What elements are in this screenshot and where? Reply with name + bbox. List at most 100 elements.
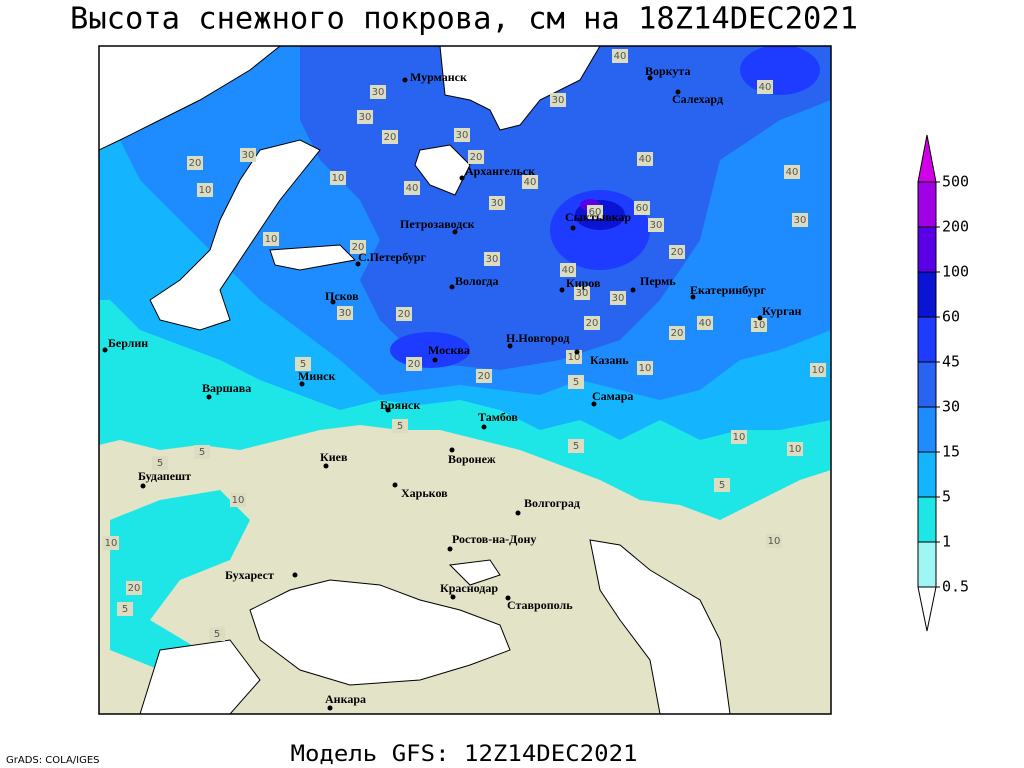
- colorbar-label: 500: [942, 173, 969, 191]
- city-dot: [323, 463, 329, 469]
- contour-label: 20: [671, 247, 684, 258]
- contour-label: 5: [300, 359, 306, 370]
- contour-label: 40: [759, 82, 772, 93]
- sea: [269, 244, 357, 271]
- city-label: Будапешт: [138, 469, 191, 483]
- contour-label-box: [152, 456, 168, 470]
- sea: [589, 539, 731, 714]
- colorbar-label: 5: [942, 488, 951, 506]
- colorbar-segment: [917, 496, 937, 543]
- city-label: Бухарест: [225, 568, 274, 582]
- contour-label: 10: [733, 432, 746, 443]
- contour-label: 20: [586, 318, 599, 329]
- city-label: Пермь: [640, 274, 676, 288]
- city-dot: [355, 261, 361, 267]
- city-dot: [392, 482, 398, 488]
- city-label: Вологда: [455, 274, 499, 288]
- colorbar-label: 45: [942, 353, 960, 371]
- contour-label: 20: [671, 328, 684, 339]
- colorbar-segment: [917, 361, 937, 408]
- contour-label: 10: [332, 173, 345, 184]
- contour-label-box: [187, 156, 203, 170]
- city-label: Воронеж: [448, 452, 496, 466]
- contour-label-box: [209, 627, 225, 641]
- city-dot: [385, 407, 391, 413]
- city-dot: [102, 347, 108, 353]
- contour-label-box: [574, 286, 590, 300]
- contour-label: 10: [639, 363, 652, 374]
- city-dot: [449, 447, 455, 453]
- city-dot: [447, 546, 453, 552]
- contour-label-box: [476, 369, 492, 383]
- city-label: Екатеринбург: [690, 283, 766, 297]
- city-dot: [452, 229, 458, 235]
- city-dot: [647, 75, 653, 81]
- city-label: Москва: [428, 343, 470, 357]
- contour-label-box: [522, 175, 538, 189]
- contour-label: 5: [397, 421, 403, 432]
- contour-label: 10: [789, 444, 802, 455]
- contour-label-box: [669, 326, 685, 340]
- contour-label: 30: [359, 112, 372, 123]
- city-dot: [459, 175, 465, 181]
- contour-label: 30: [242, 150, 255, 161]
- contour-label: 10: [812, 365, 825, 376]
- contour-label-box: [714, 478, 730, 492]
- contour-label-box: [489, 196, 505, 210]
- contour-label: 20: [384, 132, 397, 143]
- contour-label-box: [404, 181, 420, 195]
- city-label: Сыктывкар: [565, 210, 631, 224]
- city-label: Салехард: [672, 92, 723, 106]
- city-dot: [402, 77, 408, 83]
- contour-label: 5: [122, 604, 128, 615]
- contour-label: 10: [232, 495, 245, 506]
- contour-label: 30: [456, 130, 469, 141]
- contour-label: 40: [699, 318, 712, 329]
- city-label: Курган: [762, 304, 802, 318]
- city-label: Берлин: [108, 336, 148, 350]
- contour-label-box: [126, 581, 142, 595]
- contour-label-box: [568, 375, 584, 389]
- city-dot: [591, 401, 597, 407]
- city-dot: [630, 287, 636, 293]
- sea: [139, 639, 261, 714]
- contour-label-box: [568, 439, 584, 453]
- city-label: Тамбов: [478, 410, 518, 424]
- snow-area: [110, 490, 250, 670]
- contour-label-box: [406, 357, 422, 371]
- footer: Модель GFS: 12Z14DEC2021: [291, 742, 638, 767]
- contour-label: 60: [636, 203, 649, 214]
- contour-label: 30: [372, 87, 385, 98]
- contour-label: 10: [753, 320, 766, 331]
- credit: GrADS: COLA/IGES: [6, 755, 100, 766]
- city-label: Киев: [320, 450, 348, 464]
- city-label: Брянск: [380, 398, 420, 412]
- contour-label-box: [637, 152, 653, 166]
- city-label: Казань: [590, 353, 629, 367]
- city-dot: [574, 349, 580, 355]
- contour-label: 30: [552, 95, 565, 106]
- colorbar-label: 0.5: [942, 578, 969, 596]
- contour-label-box: [584, 316, 600, 330]
- contour-label-box: [468, 150, 484, 164]
- contour-label: 10: [568, 352, 581, 363]
- contour-label: 20: [478, 371, 491, 382]
- city-dot: [690, 294, 696, 300]
- sea: [448, 559, 501, 586]
- city-dot: [481, 424, 487, 430]
- contour-label-box: [550, 93, 566, 107]
- contour-label: 5: [573, 377, 579, 388]
- city-label: Минск: [298, 369, 335, 383]
- city-dot: [206, 394, 212, 400]
- contour-label-box: [784, 165, 800, 179]
- contour-label: 10: [199, 185, 212, 196]
- city-label: Краснодар: [440, 581, 498, 595]
- colorbar-segment: [917, 181, 937, 228]
- contour-label: 10: [105, 538, 118, 549]
- contour-label-box: [560, 263, 576, 277]
- city-dot: [507, 343, 513, 349]
- city-dot: [432, 357, 438, 363]
- contour-label-box: [637, 361, 653, 375]
- contour-label: 5: [199, 447, 205, 458]
